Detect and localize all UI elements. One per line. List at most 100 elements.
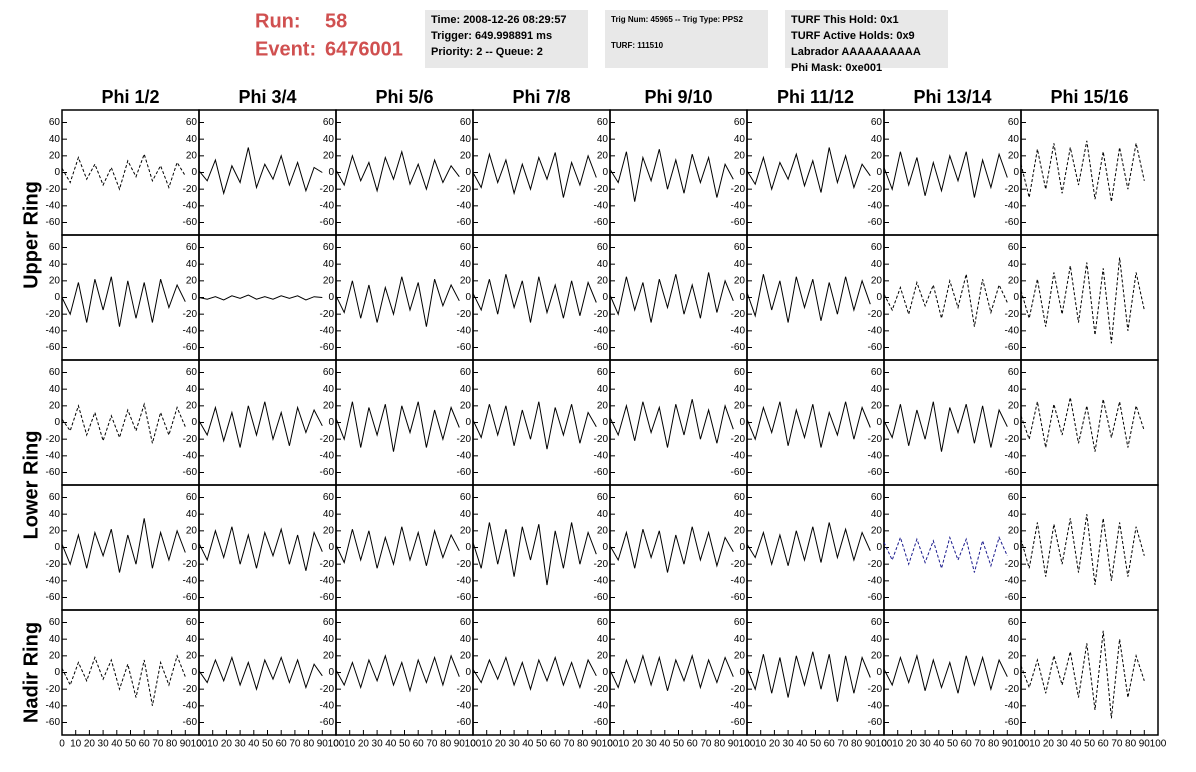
y-tick-label: -60 <box>731 592 746 603</box>
y-tick-label: -40 <box>46 700 61 711</box>
run-number: 58 <box>325 10 347 32</box>
y-tick-label: -60 <box>594 592 609 603</box>
column-label: Phi 1/2 <box>101 87 159 107</box>
x-tick-label: 0 <box>881 739 887 750</box>
y-tick-label: 20 <box>871 150 883 161</box>
y-tick-label: 40 <box>323 509 335 520</box>
y-tick-label: -40 <box>320 700 335 711</box>
x-tick-label: 50 <box>536 739 548 750</box>
y-tick-label: 0 <box>54 417 60 428</box>
x-tick-label: 40 <box>659 739 671 750</box>
y-tick-label: -20 <box>868 559 883 570</box>
y-tick-label: -40 <box>731 575 746 586</box>
waveform <box>61 402 186 444</box>
x-tick-label: 60 <box>276 739 288 750</box>
y-tick-label: 20 <box>186 275 198 286</box>
x-tick-label: 30 <box>783 739 795 750</box>
y-tick-label: -60 <box>320 217 335 228</box>
y-tick-label: 0 <box>876 292 882 303</box>
y-tick-label: 0 <box>328 542 334 553</box>
x-tick-label: 100 <box>191 739 208 750</box>
panel-frame <box>883 109 1022 236</box>
y-tick-label: -40 <box>731 325 746 336</box>
y-tick-label: 60 <box>871 617 883 628</box>
y-tick-label: -60 <box>46 717 61 728</box>
y-tick-label: 0 <box>739 292 745 303</box>
y-tick-label: 40 <box>1008 134 1020 145</box>
y-tick-label: -40 <box>1005 325 1020 336</box>
y-tick-label: -60 <box>320 592 335 603</box>
info-line: Phi Mask: 0xe001 <box>791 62 882 74</box>
y-tick-label: 0 <box>465 542 471 553</box>
y-tick-label: 20 <box>1008 525 1020 536</box>
panel-frame <box>746 359 885 486</box>
y-tick-label: -60 <box>46 467 61 478</box>
x-tick-label: 100 <box>1150 739 1167 750</box>
y-tick-label: -20 <box>594 434 609 445</box>
x-tick-label: 20 <box>495 739 507 750</box>
panel-frame <box>198 609 337 736</box>
y-tick-label: 60 <box>1008 492 1020 503</box>
y-tick-label: -20 <box>594 184 609 195</box>
y-tick-label: -20 <box>731 434 746 445</box>
y-tick-label: 40 <box>460 384 472 395</box>
y-tick-label: 40 <box>734 509 746 520</box>
y-tick-label: 40 <box>460 634 472 645</box>
y-tick-label: 40 <box>871 259 883 270</box>
y-tick-label: 20 <box>186 525 198 536</box>
panel-frame <box>1020 109 1159 236</box>
y-tick-label: 40 <box>460 509 472 520</box>
y-tick-label: -60 <box>46 592 61 603</box>
waveform <box>335 654 460 693</box>
y-tick-label: -40 <box>46 450 61 461</box>
y-tick-label: 40 <box>323 259 335 270</box>
x-tick-label: 100 <box>1013 739 1030 750</box>
info-line: TURF: 111510 <box>611 41 664 50</box>
y-tick-label: 60 <box>186 367 198 378</box>
y-tick-label: -20 <box>46 684 61 695</box>
x-tick-label: 100 <box>739 739 756 750</box>
waveform <box>609 654 734 691</box>
waveform <box>335 276 460 327</box>
y-tick-label: 40 <box>734 259 746 270</box>
waveform <box>1020 514 1145 586</box>
y-tick-label: -40 <box>868 200 883 211</box>
x-tick-label: 80 <box>303 739 315 750</box>
y-tick-label: -40 <box>183 575 198 586</box>
y-tick-label: -20 <box>1005 184 1020 195</box>
waveform <box>335 149 460 193</box>
waveform <box>746 147 871 193</box>
y-tick-label: 40 <box>871 509 883 520</box>
y-tick-label: -20 <box>183 184 198 195</box>
y-tick-label: -20 <box>868 184 883 195</box>
panel-frame <box>198 484 337 611</box>
y-tick-label: 20 <box>186 650 198 661</box>
y-tick-label: 60 <box>734 117 746 128</box>
y-tick-label: -40 <box>594 325 609 336</box>
y-tick-label: 0 <box>54 292 60 303</box>
y-tick-label: 20 <box>460 525 472 536</box>
y-tick-label: 20 <box>734 525 746 536</box>
y-tick-label: -60 <box>457 717 472 728</box>
panel-frame <box>1020 234 1159 361</box>
panel-frame <box>61 609 200 736</box>
x-tick-label: 20 <box>906 739 918 750</box>
y-tick-label: 60 <box>1008 242 1020 253</box>
y-tick-label: 20 <box>597 150 609 161</box>
x-tick-label: 70 <box>563 739 575 750</box>
y-tick-label: 60 <box>49 117 61 128</box>
y-tick-label: 40 <box>597 384 609 395</box>
y-tick-label: -40 <box>1005 700 1020 711</box>
y-tick-label: 40 <box>323 134 335 145</box>
panel-frame <box>1020 609 1159 736</box>
y-tick-label: 20 <box>1008 400 1020 411</box>
waveform <box>198 526 323 571</box>
y-tick-label: -60 <box>594 467 609 478</box>
y-tick-label: 40 <box>597 509 609 520</box>
x-tick-label: 80 <box>714 739 726 750</box>
y-tick-label: -20 <box>731 559 746 570</box>
x-tick-label: 90 <box>865 739 877 750</box>
y-tick-label: 40 <box>49 384 61 395</box>
y-tick-label: 20 <box>597 275 609 286</box>
